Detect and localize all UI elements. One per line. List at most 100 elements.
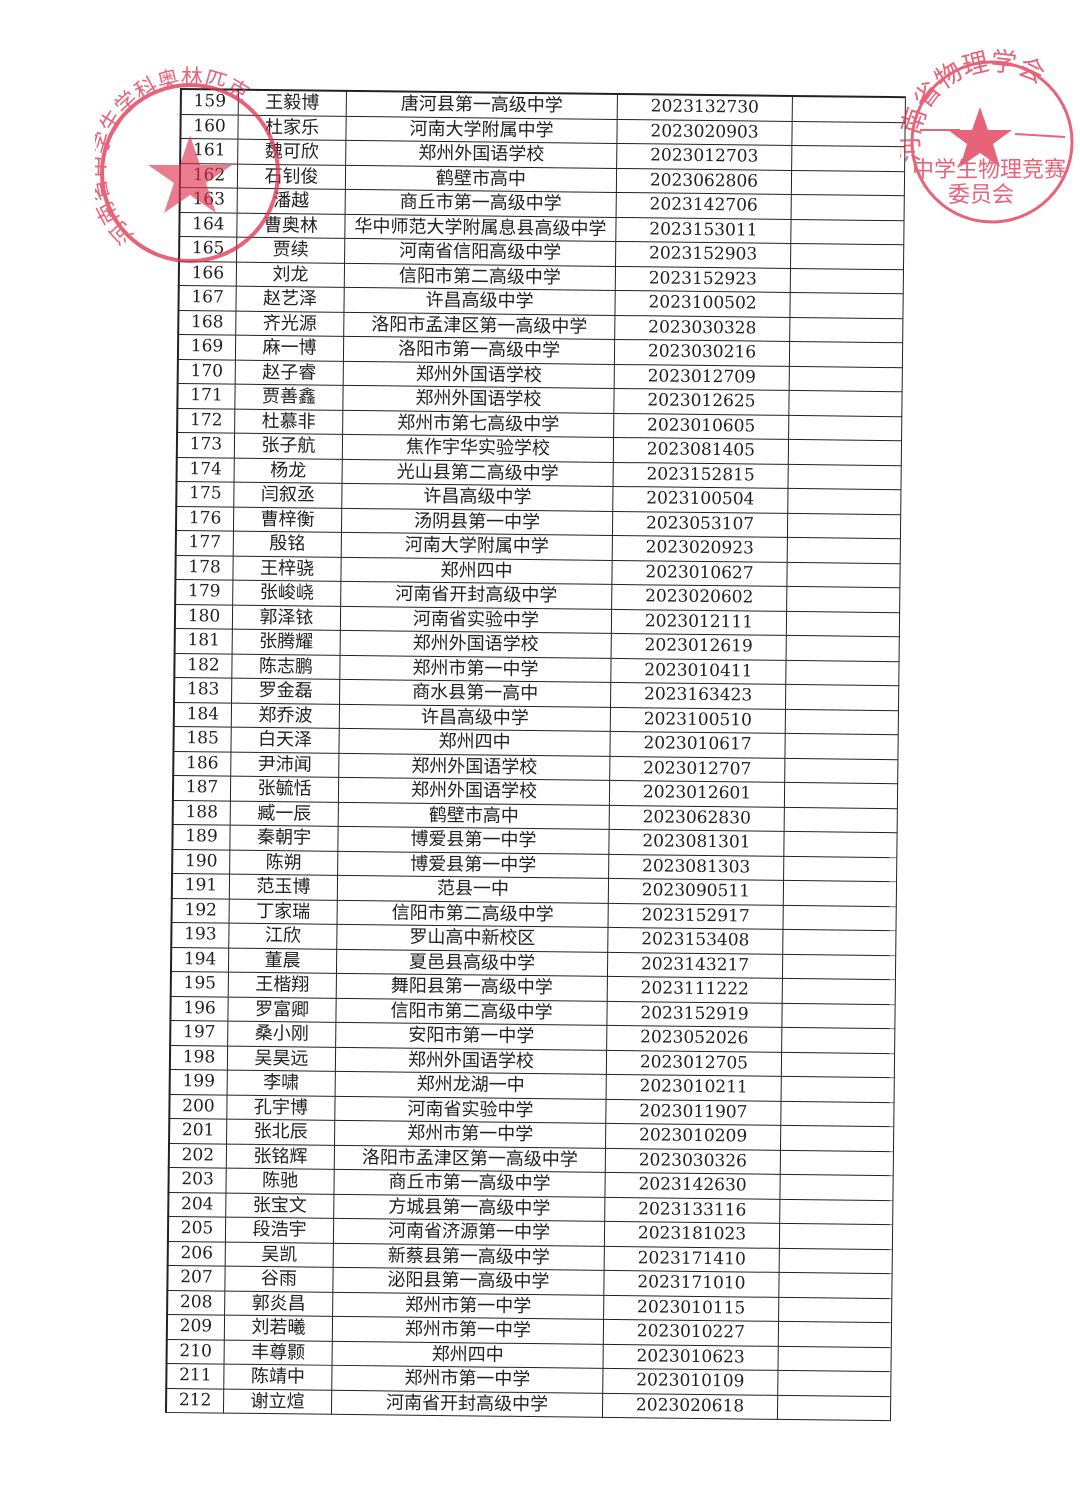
school-cell: 郑州四中 [338,728,611,756]
school-cell: 郑州龙湖一中 [335,1071,607,1099]
id-cell: 2023010115 [603,1294,779,1322]
blank-cell [792,95,906,123]
school-cell: 汤阴县第一中学 [341,507,613,536]
id-cell: 2023152923 [615,265,791,293]
id-cell: 2023030326 [605,1147,781,1175]
name-cell: 陈驰 [225,1168,335,1194]
name-cell: 王楷翔 [228,972,337,998]
id-cell: 2023012705 [606,1049,782,1077]
blank-cell [779,1198,893,1225]
rank-cell: 174 [176,456,235,483]
blank-cell [781,1076,895,1103]
school-cell: 郑州外国语学校 [338,777,610,805]
rank-cell: 173 [176,432,235,458]
name-cell: 赵艺泽 [235,286,345,312]
blank-cell [782,904,897,931]
name-cell: 麻一博 [235,335,344,361]
name-cell: 杜家乐 [237,114,347,141]
school-cell: 郑州市第一中学 [331,1365,604,1393]
school-cell: 郑州市第一中学 [334,1120,606,1148]
rank-cell: 199 [169,1069,228,1095]
blank-cell [783,880,897,907]
id-cell: 2023012619 [611,633,787,660]
name-cell: 曹梓衡 [233,506,342,533]
name-cell: 刘若曦 [224,1315,333,1341]
blank-cell [789,292,904,319]
id-cell: 2023142630 [604,1172,781,1199]
id-cell: 2023010227 [603,1319,779,1346]
id-cell: 2023100510 [610,706,786,734]
name-cell: 陈靖中 [223,1364,333,1390]
blank-cell [789,316,903,343]
name-cell: 张毓恬 [230,776,339,802]
blank-cell [785,684,899,711]
school-cell: 河南大学附属中学 [345,115,618,144]
id-cell: 2023020923 [612,535,788,562]
blank-cell [780,1149,894,1176]
blank-cell [781,1002,896,1029]
school-cell: 焦作宇华实验学校 [342,434,614,462]
name-cell: 吴昊远 [227,1045,336,1072]
id-cell: 2023090511 [608,878,784,905]
id-cell: 2023053107 [612,510,788,538]
school-cell: 光山县第二高级中学 [342,458,614,487]
rank-cell: 187 [172,775,231,801]
blank-cell [779,1174,894,1201]
blank-cell [789,365,903,392]
rank-cell: 195 [170,971,229,997]
school-cell: 郑州四中 [332,1340,604,1369]
id-cell: 2023010211 [606,1074,782,1101]
name-cell: 桑小刚 [227,1021,336,1047]
school-cell: 许昌高级中学 [343,287,616,315]
school-cell: 河南省济源第一中学 [333,1218,605,1246]
rank-cell: 164 [179,212,238,238]
rank-cell: 204 [168,1191,226,1218]
id-cell: 2023142706 [616,192,792,219]
school-cell: 郑州外国语学校 [345,140,617,168]
blank-cell [777,1370,891,1397]
rank-cell: 205 [167,1216,226,1242]
id-cell: 2023052026 [606,1025,782,1052]
blank-cell [778,1296,892,1323]
blank-cell [787,463,902,490]
id-cell: 2023030328 [614,314,790,342]
id-cell: 2023081303 [608,853,784,881]
name-cell: 张子航 [234,433,343,459]
id-cell: 2023081301 [608,829,785,856]
school-cell: 洛阳市孟津区第一高级中学 [334,1144,606,1173]
name-cell: 张北辰 [226,1119,335,1145]
rank-cell: 170 [177,358,236,385]
school-cell: 唐河县第一高级中学 [346,90,618,119]
id-cell: 2023012709 [614,363,790,391]
name-cell: 陈志鹏 [231,653,341,680]
name-cell: 潘越 [237,188,346,214]
name-cell: 江欣 [228,923,338,949]
school-cell: 许昌高级中学 [341,483,614,511]
school-cell: 信阳市第二高级中学 [337,899,609,928]
name-cell: 张峻峣 [232,580,341,606]
name-cell: 郭炎昌 [224,1290,333,1317]
name-cell: 曹奥林 [236,212,346,239]
rank-cell: 211 [166,1363,225,1389]
blank-cell [789,341,903,368]
blank-cell [786,635,900,662]
school-cell: 信阳市第二高级中学 [335,997,608,1026]
rank-cell: 193 [171,922,230,948]
name-cell: 白天泽 [230,727,340,753]
name-cell: 贾善鑫 [234,384,344,410]
school-cell: 河南省实验中学 [340,605,612,634]
id-cell: 2023111222 [607,976,783,1003]
id-cell: 2023152815 [613,461,789,489]
name-cell: 王梓骁 [232,555,342,582]
blank-cell [786,561,901,588]
rank-cell: 188 [172,799,231,826]
blank-cell [784,782,898,809]
blank-cell [790,267,904,294]
id-cell: 2023010411 [610,657,787,685]
rank-cell: 161 [180,138,238,164]
rank-cell: 206 [167,1240,226,1267]
rank-cell: 210 [166,1338,225,1365]
rank-cell: 178 [175,554,234,581]
school-cell: 商丘市第一高级中学 [345,189,617,217]
school-cell: 鹤壁市高中 [345,164,617,193]
